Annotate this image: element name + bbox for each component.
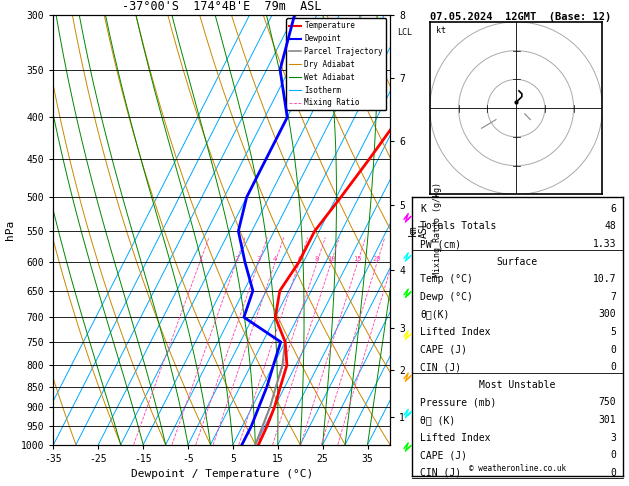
Text: LCL: LCL [397, 28, 412, 37]
Y-axis label: hPa: hPa [6, 220, 15, 240]
Text: K: K [420, 204, 426, 214]
Text: Mixing Ratio (g/kg): Mixing Ratio (g/kg) [433, 182, 442, 277]
Text: 0: 0 [611, 362, 616, 372]
Text: 07.05.2024  12GMT  (Base: 12): 07.05.2024 12GMT (Base: 12) [430, 12, 611, 22]
Text: 7: 7 [611, 292, 616, 302]
Text: 5: 5 [611, 327, 616, 337]
Text: CIN (J): CIN (J) [420, 468, 462, 478]
Text: 6: 6 [611, 204, 616, 214]
Y-axis label: km
ASL: km ASL [408, 221, 429, 239]
Text: 2: 2 [234, 256, 238, 262]
Text: © weatheronline.co.uk: © weatheronline.co.uk [469, 465, 566, 473]
Text: Pressure (mb): Pressure (mb) [420, 398, 497, 407]
Text: 300: 300 [599, 310, 616, 319]
Text: 0: 0 [611, 345, 616, 355]
Text: 301: 301 [599, 415, 616, 425]
Text: kt: kt [435, 26, 445, 35]
Text: 1.33: 1.33 [593, 239, 616, 249]
Text: 0: 0 [611, 451, 616, 460]
X-axis label: Dewpoint / Temperature (°C): Dewpoint / Temperature (°C) [131, 469, 313, 479]
Text: Lifted Index: Lifted Index [420, 327, 491, 337]
Text: Most Unstable: Most Unstable [479, 380, 555, 390]
Text: Temp (°C): Temp (°C) [420, 274, 473, 284]
Text: 3: 3 [611, 433, 616, 443]
Text: 15: 15 [353, 256, 362, 262]
Text: CIN (J): CIN (J) [420, 362, 462, 372]
Text: 48: 48 [604, 222, 616, 231]
Text: 750: 750 [599, 398, 616, 407]
Text: 10.7: 10.7 [593, 274, 616, 284]
Text: Surface: Surface [497, 257, 538, 267]
Text: 1: 1 [198, 256, 202, 262]
Text: 3: 3 [257, 256, 261, 262]
Text: Totals Totals: Totals Totals [420, 222, 497, 231]
Text: CAPE (J): CAPE (J) [420, 345, 467, 355]
Title: -37°00'S  174°4B'E  79m  ASL: -37°00'S 174°4B'E 79m ASL [122, 0, 321, 14]
Text: θᴇ (K): θᴇ (K) [420, 415, 455, 425]
Text: θᴇ(K): θᴇ(K) [420, 310, 450, 319]
Text: Dewp (°C): Dewp (°C) [420, 292, 473, 302]
Text: PW (cm): PW (cm) [420, 239, 462, 249]
Text: 6: 6 [298, 256, 301, 262]
Legend: Temperature, Dewpoint, Parcel Trajectory, Dry Adiabat, Wet Adiabat, Isotherm, Mi: Temperature, Dewpoint, Parcel Trajectory… [286, 18, 386, 110]
Text: 10: 10 [327, 256, 335, 262]
Text: 8: 8 [315, 256, 320, 262]
Text: CAPE (J): CAPE (J) [420, 451, 467, 460]
Text: 4: 4 [273, 256, 277, 262]
Text: Lifted Index: Lifted Index [420, 433, 491, 443]
Text: 20: 20 [373, 256, 381, 262]
Text: 0: 0 [611, 468, 616, 478]
